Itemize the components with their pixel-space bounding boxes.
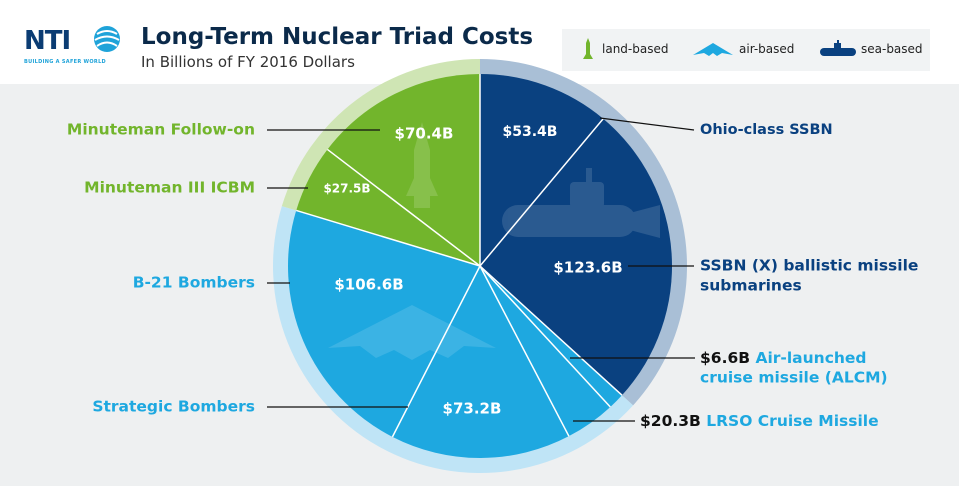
category-label-ssbn-x-ballistic-missile-submarines-line2: submarines [700, 277, 802, 295]
category-label-lrso-cruise-missile: $20.3B LRSO Cruise Missile [640, 412, 879, 430]
value-label-lrso-cruise-missile: $20.3B [640, 412, 706, 430]
slice-divider [391, 265, 481, 438]
value-label-b-21-bombers: $106.6B [334, 276, 403, 294]
category-label-text: LRSO Cruise Missile [706, 412, 878, 430]
slice-divider [479, 265, 611, 408]
category-label-text: Air-launched [755, 349, 866, 367]
legend-air-label: air-based [739, 42, 795, 56]
category-label-minuteman-iii-icbm: Minuteman III ICBM [84, 179, 255, 197]
slice-lrso-cruise-missile [480, 266, 611, 437]
bomber-icon [693, 43, 733, 56]
slice-divider [479, 265, 570, 437]
legend-land-label: land-based [602, 42, 669, 56]
chart-subtitle: In Billions of FY 2016 Dollars [141, 53, 355, 71]
slice-divider [326, 148, 481, 267]
nti-logo: NTI BUILDING A SAFER WORLD [24, 26, 124, 76]
slice-divider [295, 209, 481, 267]
globe-icon [94, 26, 120, 52]
logo-text: NTI [24, 26, 71, 56]
missile-icon [583, 38, 593, 59]
value-label-ssbn-x-ballistic-missile-submarines: $123.6B [553, 259, 622, 277]
slice-minuteman-iii-icbm [296, 149, 480, 266]
legend: land-based air-based sea-based [562, 29, 930, 71]
category-label-minuteman-follow-on: Minuteman Follow-on [67, 121, 255, 139]
category-label-ohio-class-ssbn: Ohio-class SSBN [700, 122, 833, 138]
category-label-air-launched-cruise-missile-alcm: $6.6B Air-launched [700, 349, 867, 367]
value-label-minuteman-iii-icbm: $27.5B [323, 182, 370, 196]
slice-divider [479, 265, 623, 396]
value-label-minuteman-follow-on: $70.4B [395, 125, 454, 143]
header-bar: NTI BUILDING A SAFER WORLD Long-Term Nuc… [0, 0, 959, 84]
slice-ssbn-x-ballistic-missile-submarines [480, 118, 673, 396]
slice-strategic-bombers [392, 266, 569, 459]
legend-sea-label: sea-based [861, 42, 923, 56]
logo-tagline: BUILDING A SAFER WORLD [24, 59, 107, 65]
value-label-strategic-bombers: $73.2B [443, 400, 502, 418]
submarine-icon [820, 40, 856, 56]
slice-b-21-bombers [288, 210, 480, 437]
category-label-strategic-bombers: Strategic Bombers [92, 398, 255, 416]
category-label-b-21-bombers: B-21 Bombers [133, 274, 255, 292]
value-label-ohio-class-ssbn: $53.4B [503, 124, 558, 140]
category-label-air-launched-cruise-missile-alcm-line2: cruise missile (ALCM) [700, 369, 888, 387]
slice-divider [479, 118, 604, 267]
category-label-ssbn-x-ballistic-missile-submarines: SSBN (X) ballistic missile [700, 257, 918, 275]
bomber-watermark [328, 305, 496, 360]
leader-line-ohio-class-ssbn [599, 117, 695, 131]
value-label-air-launched-cruise-missile-alcm: $6.6B [700, 349, 755, 367]
missile-watermark [406, 122, 438, 208]
slice-air-launched-cruise-missile-alcm [480, 266, 622, 407]
submarine-watermark [502, 168, 660, 238]
slice-minuteman-follow-on [327, 74, 480, 266]
slice-ohio-class-ssbn [480, 74, 604, 266]
chart-title: Long-Term Nuclear Triad Costs [141, 24, 534, 50]
